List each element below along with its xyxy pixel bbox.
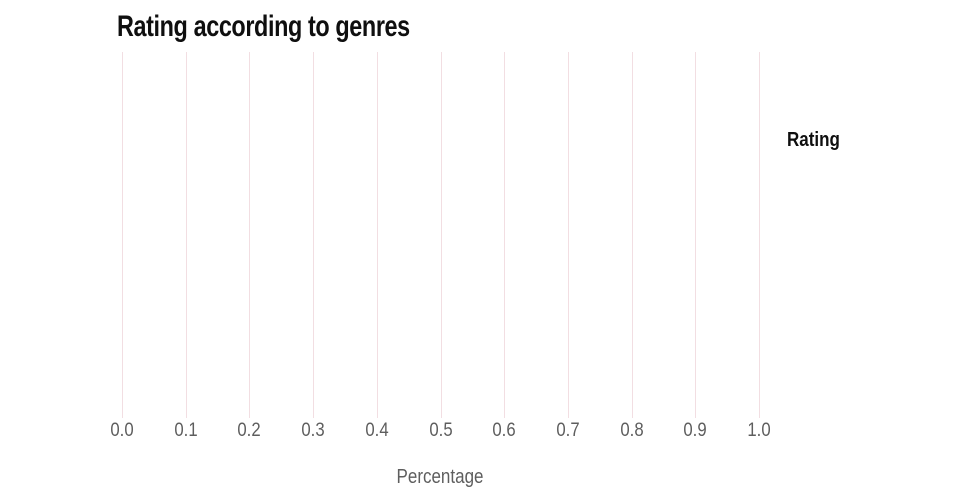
x-tick-label: 0.1 xyxy=(174,420,198,441)
gridline xyxy=(313,52,315,418)
legend-title: Rating xyxy=(787,129,840,151)
x-tick-label: 0.3 xyxy=(301,420,325,441)
x-axis-label: Percentage xyxy=(396,466,484,488)
gridline xyxy=(759,52,760,418)
gridline xyxy=(567,52,569,418)
x-tick-label: 0.7 xyxy=(556,420,580,441)
gridline xyxy=(631,52,633,418)
gridline xyxy=(504,52,506,418)
x-tick-label: 0.9 xyxy=(683,420,707,441)
gridline xyxy=(695,52,697,418)
x-tick-label: 1.0 xyxy=(747,420,771,441)
x-tick-label: 0.0 xyxy=(110,420,134,441)
x-tick-label: 0.6 xyxy=(492,420,516,441)
gridline xyxy=(249,52,251,418)
x-tick-label: 0.8 xyxy=(619,420,644,441)
chart-title: Rating according to genres xyxy=(117,10,410,43)
gridline xyxy=(440,52,442,418)
gridline xyxy=(122,52,123,418)
x-tick-label: 0.5 xyxy=(428,420,453,441)
x-tick-label: 0.2 xyxy=(237,420,262,441)
x-tick-label: 0.4 xyxy=(365,420,389,441)
gridline xyxy=(185,52,187,418)
gridline xyxy=(376,52,378,418)
